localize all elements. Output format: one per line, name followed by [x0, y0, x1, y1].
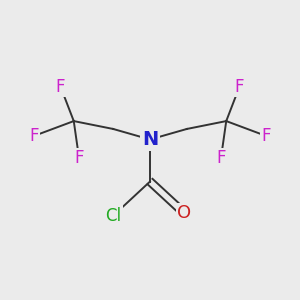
Text: F: F: [216, 149, 226, 167]
Text: F: F: [56, 78, 65, 96]
Text: F: F: [30, 127, 39, 145]
Text: N: N: [142, 130, 158, 149]
Text: F: F: [235, 78, 244, 96]
Text: Cl: Cl: [105, 207, 121, 225]
Text: F: F: [261, 127, 270, 145]
Text: F: F: [74, 149, 84, 167]
Text: O: O: [177, 204, 191, 222]
